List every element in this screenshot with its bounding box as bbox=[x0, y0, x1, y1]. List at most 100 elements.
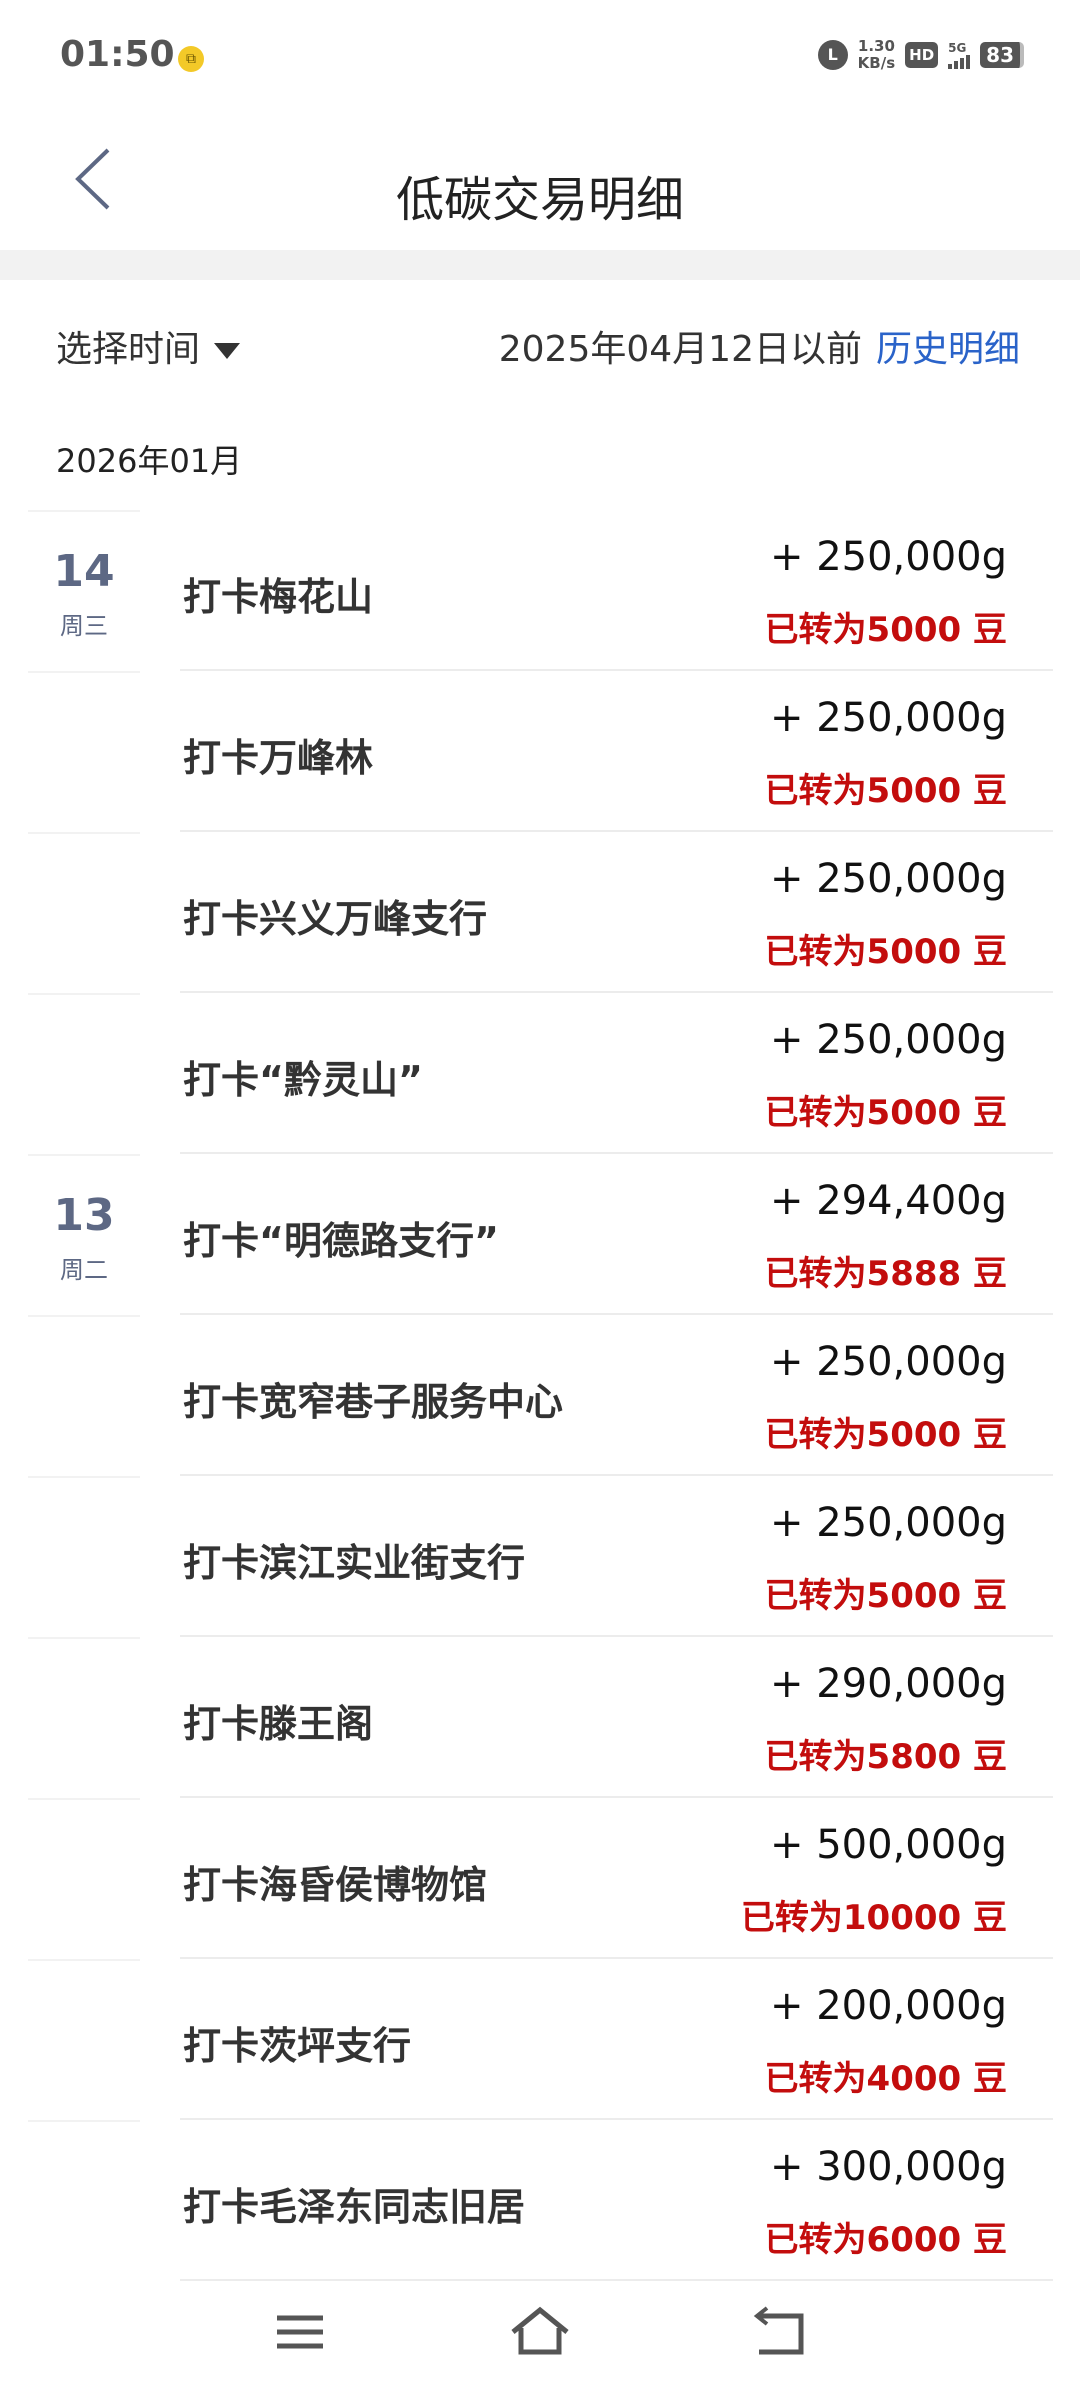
row-amount: + 250,000g bbox=[769, 856, 1007, 902]
row-divider bbox=[180, 830, 1053, 832]
divider bbox=[0, 250, 1080, 280]
page-title: 低碳交易明细 bbox=[395, 172, 684, 228]
month-header: 2026年01月 bbox=[56, 442, 243, 480]
back-nav-button[interactable] bbox=[745, 2302, 815, 2362]
date-divider bbox=[28, 510, 140, 512]
row-converted: 已转为5000 豆 bbox=[764, 771, 1007, 811]
caret-down-icon bbox=[214, 343, 241, 359]
home-icon bbox=[511, 2306, 569, 2355]
transaction-row[interactable]: 打卡滕王阁 + 290,000g 已转为5800 豆 bbox=[0, 1637, 1080, 1798]
row-title: 打卡滕王阁 bbox=[183, 1702, 374, 1746]
row-title: 打卡梅花山 bbox=[183, 575, 374, 619]
alarm-icon: L bbox=[817, 40, 848, 70]
date-divider bbox=[28, 1315, 140, 1317]
transaction-row[interactable]: 打卡滨江实业街支行 + 250,000g 已转为5000 豆 bbox=[0, 1476, 1080, 1637]
row-title: 打卡万峰林 bbox=[183, 736, 374, 780]
row-day: 13 bbox=[53, 1190, 115, 1241]
transaction-row[interactable]: 打卡海昏侯博物馆 + 500,000g 已转为10000 豆 bbox=[0, 1798, 1080, 1959]
row-title: 打卡“黔灵山” bbox=[183, 1058, 423, 1102]
home-button[interactable] bbox=[505, 2302, 575, 2362]
transaction-row[interactable]: 打卡万峰林 + 250,000g 已转为5000 豆 bbox=[0, 671, 1080, 832]
transaction-list: 14 周三 打卡梅花山 + 250,000g 已转为5000 豆 打卡万峰林 +… bbox=[0, 510, 1080, 2281]
chevron-left-icon bbox=[75, 148, 110, 210]
row-title: 打卡宽窄巷子服务中心 bbox=[183, 1380, 564, 1424]
row-divider bbox=[180, 991, 1053, 993]
row-divider bbox=[180, 1152, 1053, 1154]
row-amount: + 300,000g bbox=[769, 2144, 1007, 2190]
row-divider bbox=[180, 1313, 1053, 1315]
time-picker[interactable]: 选择时间 bbox=[56, 320, 241, 372]
row-amount: + 290,000g bbox=[769, 1661, 1007, 1707]
row-converted: 已转为5000 豆 bbox=[764, 932, 1007, 972]
row-amount: + 250,000g bbox=[769, 695, 1007, 741]
back-button[interactable] bbox=[70, 144, 120, 214]
row-converted: 已转为6000 豆 bbox=[764, 2220, 1007, 2260]
clock: 01:50 bbox=[60, 34, 175, 75]
row-divider bbox=[180, 1796, 1053, 1798]
date-divider bbox=[28, 671, 140, 673]
navigation-bar bbox=[0, 2282, 1080, 2388]
row-title: 打卡兴义万峰支行 bbox=[183, 897, 488, 941]
row-amount: + 250,000g bbox=[769, 1017, 1007, 1063]
before-date-text: 2025年04月12日以前 bbox=[498, 329, 862, 370]
history-link[interactable]: 历史明细 bbox=[875, 329, 1020, 370]
row-divider bbox=[180, 2118, 1053, 2120]
speed-unit: KB/s bbox=[857, 54, 896, 72]
row-divider bbox=[180, 1635, 1053, 1637]
row-day: 14 bbox=[53, 546, 115, 597]
row-title: 打卡“明德路支行” bbox=[183, 1219, 499, 1263]
transaction-row[interactable]: 13 周二 打卡“明德路支行” + 294,400g 已转为5888 豆 bbox=[0, 1154, 1080, 1315]
row-divider bbox=[180, 1474, 1053, 1476]
date-divider bbox=[28, 1637, 140, 1639]
history-group: 2025年04月12日以前 历史明细 bbox=[499, 320, 1020, 372]
status-bar: 01:50 ⧉ L 1.30 KB/s HD 5G 83 bbox=[0, 0, 1080, 110]
row-title: 打卡毛泽东同志旧居 bbox=[183, 2185, 526, 2229]
network-type: 5G bbox=[948, 41, 967, 55]
row-weekday: 周三 bbox=[60, 612, 108, 640]
date-divider bbox=[28, 1798, 140, 1800]
date-divider bbox=[28, 993, 140, 995]
date-divider bbox=[28, 1476, 140, 1478]
back-nav-icon bbox=[753, 2306, 804, 2355]
notification-app-icon: ⧉ bbox=[178, 46, 204, 72]
transaction-row[interactable]: 打卡“黔灵山” + 250,000g 已转为5000 豆 bbox=[0, 993, 1080, 1154]
transaction-row[interactable]: 14 周三 打卡梅花山 + 250,000g 已转为5000 豆 bbox=[0, 510, 1080, 671]
hd-icon: HD bbox=[905, 42, 939, 68]
menu-icon bbox=[277, 2315, 323, 2349]
time-picker-label: 选择时间 bbox=[56, 329, 201, 370]
row-title: 打卡海昏侯博物馆 bbox=[183, 1863, 488, 1907]
row-divider bbox=[180, 1957, 1053, 1959]
date-divider bbox=[28, 1959, 140, 1961]
row-divider bbox=[180, 669, 1053, 671]
date-divider bbox=[28, 2120, 140, 2122]
row-converted: 已转为10000 豆 bbox=[740, 1898, 1007, 1938]
network-speed: 1.30 KB/s bbox=[858, 38, 895, 72]
battery-icon: 83 bbox=[980, 42, 1024, 68]
date-divider bbox=[28, 832, 140, 834]
row-amount: + 250,000g bbox=[769, 534, 1007, 580]
row-title: 打卡茨坪支行 bbox=[183, 2024, 412, 2068]
row-converted: 已转为4000 豆 bbox=[764, 2059, 1007, 2099]
row-converted: 已转为5000 豆 bbox=[764, 1415, 1007, 1455]
row-amount: + 294,400g bbox=[769, 1178, 1007, 1224]
transaction-row[interactable]: 打卡毛泽东同志旧居 + 300,000g 已转为6000 豆 bbox=[0, 2120, 1080, 2281]
menu-button[interactable] bbox=[265, 2302, 335, 2362]
filter-row: 选择时间 2025年04月12日以前 历史明细 bbox=[0, 312, 1080, 376]
row-converted: 已转为5888 豆 bbox=[764, 1254, 1007, 1294]
row-converted: 已转为5800 豆 bbox=[764, 1737, 1007, 1777]
row-amount: + 500,000g bbox=[769, 1822, 1007, 1868]
transaction-row[interactable]: 打卡茨坪支行 + 200,000g 已转为4000 豆 bbox=[0, 1959, 1080, 2120]
row-converted: 已转为5000 豆 bbox=[764, 1093, 1007, 1133]
speed-value: 1.30 bbox=[857, 37, 895, 55]
row-converted: 已转为5000 豆 bbox=[764, 610, 1007, 650]
row-weekday: 周二 bbox=[60, 1256, 108, 1284]
row-amount: + 250,000g bbox=[769, 1500, 1007, 1546]
row-title: 打卡滨江实业街支行 bbox=[183, 1541, 526, 1585]
row-amount: + 250,000g bbox=[769, 1339, 1007, 1385]
transaction-row[interactable]: 打卡兴义万峰支行 + 250,000g 已转为5000 豆 bbox=[0, 832, 1080, 993]
header: 低碳交易明细 bbox=[0, 110, 1080, 250]
row-converted: 已转为5000 豆 bbox=[764, 1576, 1007, 1616]
row-divider bbox=[180, 2279, 1053, 2281]
transaction-row[interactable]: 打卡宽窄巷子服务中心 + 250,000g 已转为5000 豆 bbox=[0, 1315, 1080, 1476]
date-divider bbox=[28, 1154, 140, 1156]
